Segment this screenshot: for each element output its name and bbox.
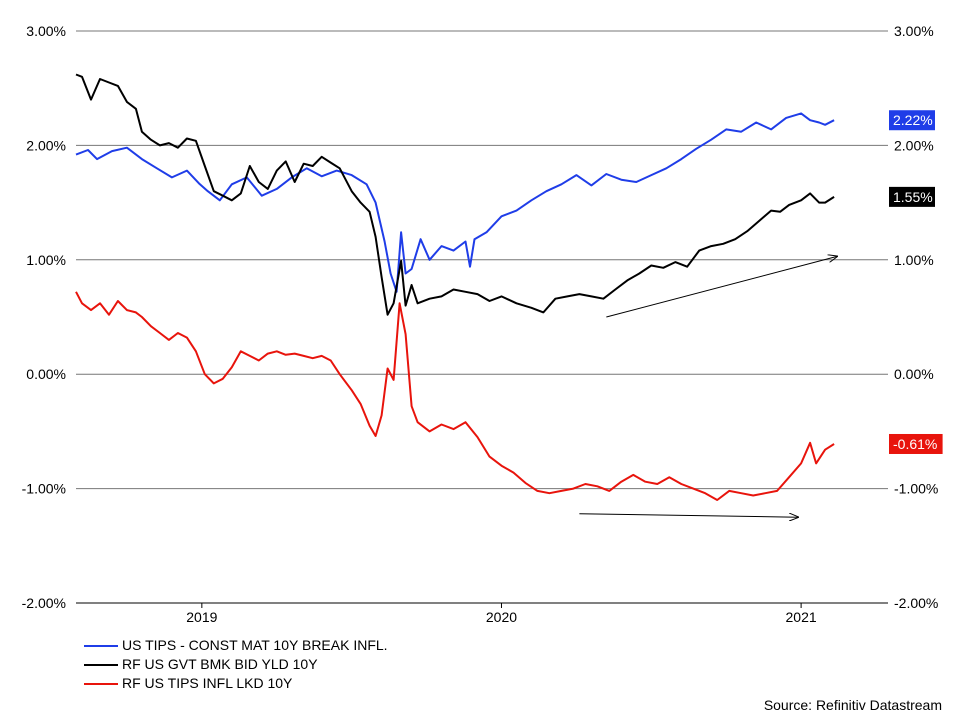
y-tick-label-left: -2.00% bbox=[22, 595, 66, 611]
series-line-tips-yield bbox=[75, 291, 835, 501]
x-tick-label: 2020 bbox=[486, 609, 517, 625]
legend-item-breakeven: US TIPS - CONST MAT 10Y BREAK INFL. bbox=[84, 636, 388, 655]
last-value-label-breakeven: 2.22% bbox=[893, 112, 933, 128]
y-tick-label-right: -1.00% bbox=[894, 481, 938, 497]
legend-swatch-tips-yield bbox=[84, 682, 118, 685]
y-tick-label-left: 3.00% bbox=[26, 23, 66, 39]
last-value-box-govt-yield bbox=[889, 186, 935, 207]
y-tick-label-right: -2.00% bbox=[894, 595, 938, 611]
x-axis: 2019 2020 2021 bbox=[76, 602, 888, 625]
gridlines bbox=[76, 30, 888, 490]
y-tick-label-right: 0.00% bbox=[894, 366, 934, 382]
legend-item-govt-yield: RF US GVT BMK BID YLD 10Y bbox=[84, 655, 388, 674]
x-tick-label: 2021 bbox=[786, 609, 817, 625]
y-tick-label-right: 1.00% bbox=[894, 252, 934, 268]
legend-label-tips-yield: RF US TIPS INFL LKD 10Y bbox=[122, 675, 293, 691]
trend-arrow bbox=[606, 256, 837, 318]
y-tick-label-left: 1.00% bbox=[26, 252, 66, 268]
legend-swatch-govt-yield bbox=[84, 663, 118, 666]
y-tick-label-left: 0.00% bbox=[26, 366, 66, 382]
series-line-govt-yield bbox=[75, 73, 835, 316]
legend: US TIPS - CONST MAT 10Y BREAK INFL. RF U… bbox=[84, 636, 388, 693]
series-line-breakeven bbox=[75, 112, 835, 293]
legend-item-tips-yield: RF US TIPS INFL LKD 10Y bbox=[84, 674, 388, 693]
last-value-box-tips-yield bbox=[889, 433, 943, 454]
last-value-label-govt-yield: 1.55% bbox=[893, 189, 933, 205]
trend-arrow bbox=[579, 514, 798, 517]
last-value-labels: 2.22% 1.55% -0.61% bbox=[889, 110, 943, 454]
y-tick-label-right: 3.00% bbox=[894, 23, 934, 39]
y-axis-right-ticks: 3.00% 2.00% 1.00% 0.00% -1.00% -2.00% bbox=[894, 23, 938, 611]
x-tick-label: 2019 bbox=[186, 609, 217, 625]
legend-label-breakeven: US TIPS - CONST MAT 10Y BREAK INFL. bbox=[122, 637, 388, 653]
last-value-box-breakeven bbox=[889, 110, 935, 131]
annotations bbox=[579, 256, 837, 517]
y-tick-label-left: 2.00% bbox=[26, 137, 66, 153]
series-layer bbox=[75, 73, 835, 501]
y-axis-left-ticks: 3.00% 2.00% 1.00% 0.00% -1.00% -2.00% bbox=[22, 23, 66, 611]
source-note: Source: Refinitiv Datastream bbox=[763, 697, 942, 713]
y-tick-label-left: -1.00% bbox=[22, 481, 66, 497]
last-value-label-tips-yield: -0.61% bbox=[893, 436, 937, 452]
legend-swatch-breakeven bbox=[84, 644, 118, 647]
y-tick-label-right: 2.00% bbox=[894, 137, 934, 153]
legend-label-govt-yield: RF US GVT BMK BID YLD 10Y bbox=[122, 656, 318, 672]
